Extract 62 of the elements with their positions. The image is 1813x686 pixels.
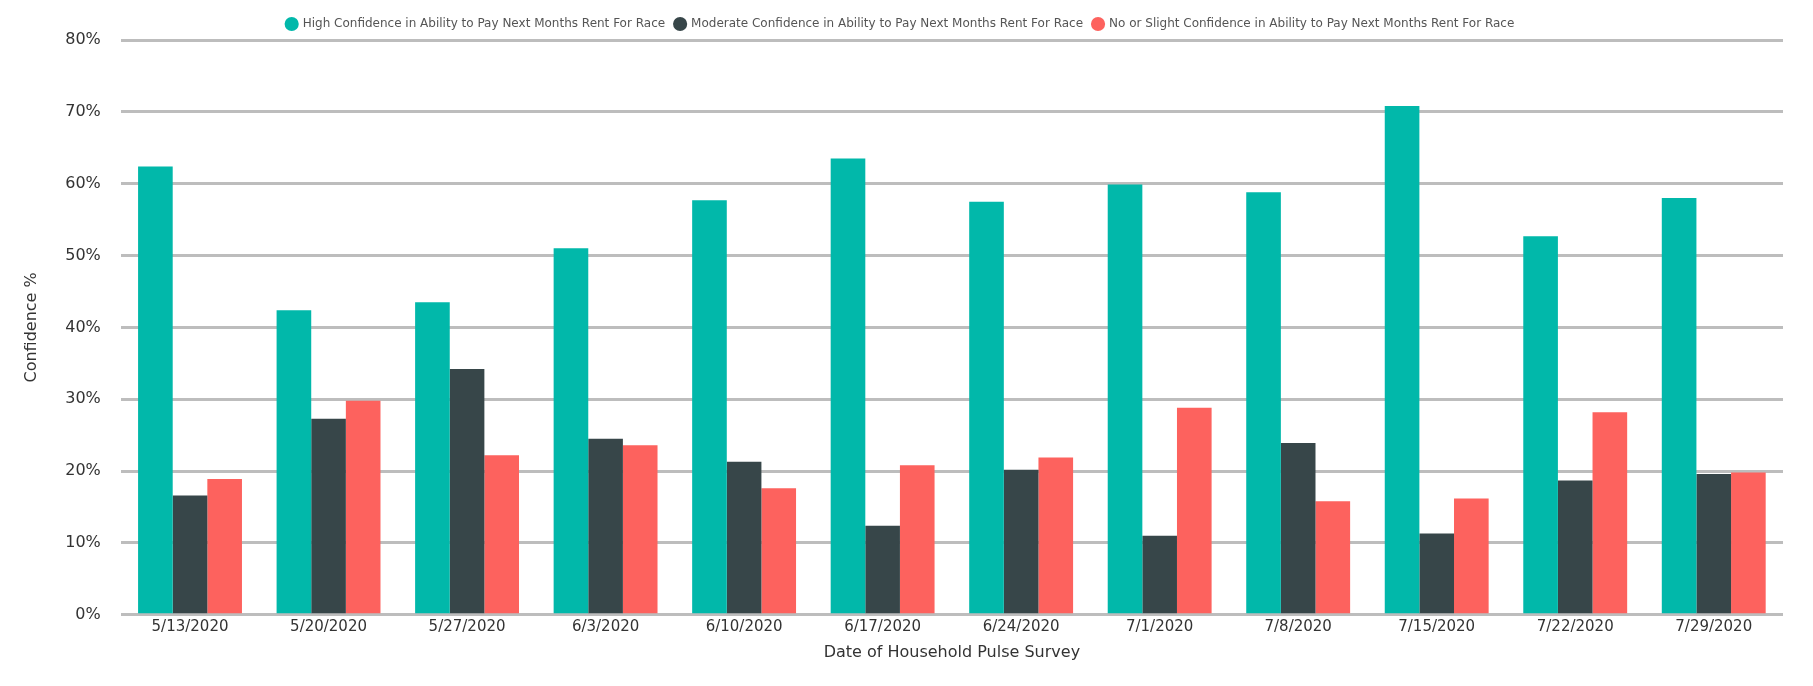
bar — [415, 302, 450, 614]
bar — [207, 479, 242, 614]
y-tick-label: 20% — [65, 460, 101, 480]
bar — [969, 201, 1004, 614]
bar — [1731, 472, 1766, 614]
bar — [172, 495, 208, 614]
x-tick-label: 5/27/2020 — [428, 616, 506, 635]
x-tick-label: 6/17/2020 — [844, 616, 922, 635]
bar — [761, 488, 797, 614]
y-axis-title: Confidence % — [20, 272, 40, 383]
x-tick-label: 6/3/2020 — [571, 616, 640, 635]
legend-label: High Confidence in Ability to Pay Next Months Rent For Race — [302, 16, 666, 31]
x-tick-label: 7/8/2020 — [1264, 616, 1332, 635]
bar — [865, 525, 900, 614]
bar — [138, 166, 173, 614]
bar — [484, 455, 520, 614]
bar — [1454, 498, 1489, 614]
bar — [311, 418, 346, 614]
legend-label: No or Slight Confidence in Ability to Pay Next Months Rent For Race — [1109, 16, 1515, 31]
bar — [1523, 236, 1558, 614]
bar — [1315, 501, 1351, 614]
y-tick-label: 40% — [65, 316, 101, 336]
bar — [449, 369, 485, 614]
bar — [1038, 457, 1074, 614]
y-tick-label: 10% — [65, 532, 101, 552]
y-tick-label: 60% — [65, 172, 101, 192]
bar — [726, 461, 762, 614]
bar — [1592, 412, 1628, 614]
bar — [622, 445, 658, 614]
x-tick-label: 7/1/2020 — [1125, 616, 1194, 635]
bar — [1142, 535, 1177, 614]
bar — [276, 310, 312, 614]
bar — [588, 438, 623, 614]
x-axis-title: Date of Household Pulse Survey — [823, 641, 1081, 661]
bar — [1419, 533, 1455, 614]
legend-label: Moderate Confidence in Ability to Pay Next Months Rent For Race — [691, 16, 1084, 31]
bar — [1384, 106, 1420, 614]
bar — [1280, 443, 1316, 614]
x-tick-label: 5/20/2020 — [290, 616, 367, 635]
x-tick-label: 7/15/2020 — [1398, 616, 1476, 635]
y-tick-label: 0% — [75, 603, 101, 623]
x-tick-label: 6/24/2020 — [982, 616, 1060, 635]
x-tick-label: 7/22/2020 — [1536, 616, 1614, 635]
bar — [1003, 469, 1039, 614]
y-tick-label: 80% — [65, 29, 101, 49]
y-tick-label: 30% — [65, 388, 101, 408]
bar — [830, 158, 866, 614]
x-tick-label: 6/10/2020 — [705, 616, 783, 635]
bar — [1661, 198, 1697, 614]
bar — [692, 200, 727, 614]
bar — [1107, 184, 1143, 614]
bar — [345, 400, 381, 614]
bar — [1696, 473, 1732, 614]
bar — [899, 465, 935, 614]
x-tick-label: 7/29/2020 — [1675, 616, 1753, 635]
y-tick-label: 50% — [65, 244, 101, 264]
x-tick-label: 5/13/2020 — [151, 616, 229, 635]
bar — [1246, 192, 1281, 614]
bar — [1557, 480, 1593, 614]
bar — [1176, 407, 1212, 614]
bar — [553, 248, 589, 614]
y-tick-label: 70% — [65, 101, 101, 121]
